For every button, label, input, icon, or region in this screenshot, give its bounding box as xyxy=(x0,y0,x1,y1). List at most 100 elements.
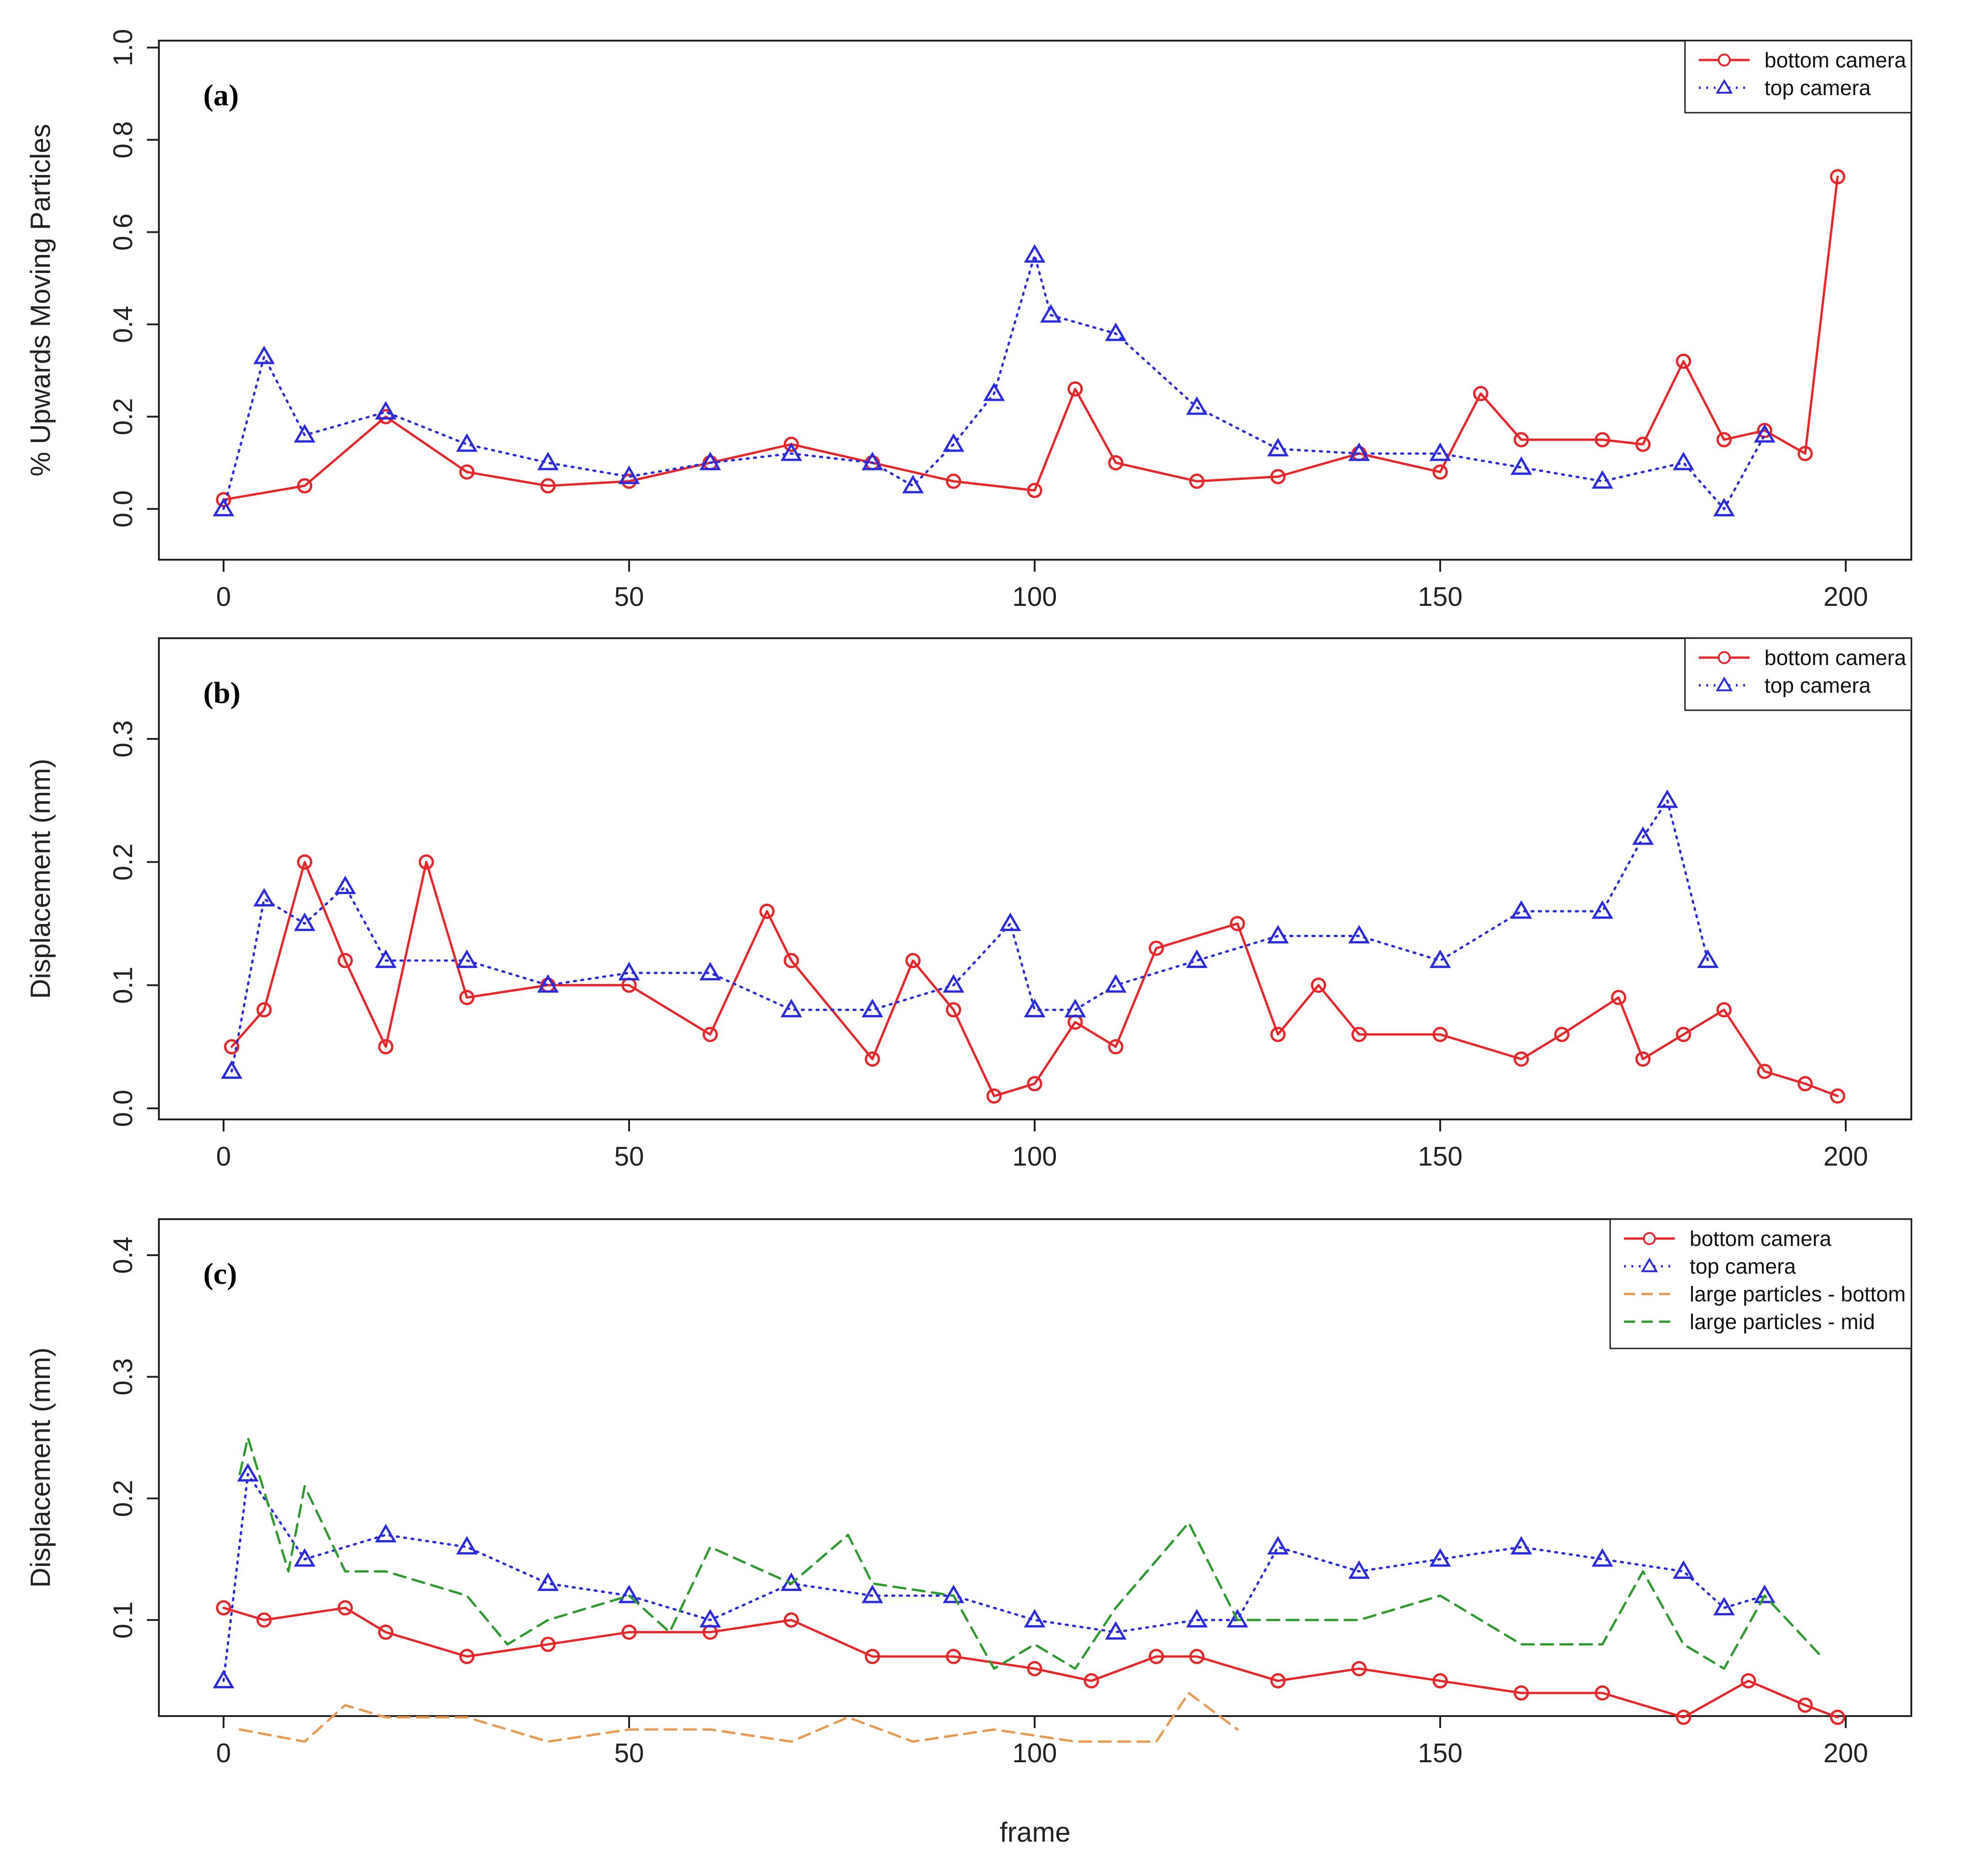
data-point xyxy=(1716,432,1732,447)
y-tick-label: 0.6 xyxy=(108,213,138,251)
data-point xyxy=(1594,1685,1610,1701)
x-tick-label: 0 xyxy=(216,1738,231,1768)
data-point xyxy=(1311,977,1327,993)
y-tick-label: 0.3 xyxy=(108,1358,138,1396)
data-point xyxy=(375,1523,397,1542)
legend-box xyxy=(1684,637,1912,711)
data-point xyxy=(946,473,961,489)
data-point xyxy=(537,974,559,993)
data-point xyxy=(943,974,964,993)
data-point xyxy=(1591,470,1613,489)
data-point xyxy=(1024,1609,1046,1628)
data-point xyxy=(297,478,313,494)
series-line xyxy=(238,1436,1823,1670)
data-point xyxy=(1673,1560,1695,1579)
data-point xyxy=(861,452,884,471)
data-point xyxy=(297,854,313,870)
panel-b: 0 50 100 150 200 0.0 0.1 0.2 0.3 Displacement (mm… xyxy=(25,637,1912,1172)
data-point xyxy=(337,953,353,968)
data-point xyxy=(540,1637,556,1652)
data-point xyxy=(456,949,478,968)
data-point xyxy=(540,478,556,494)
data-point xyxy=(1429,1548,1451,1567)
data-point xyxy=(1754,424,1776,443)
legend-marker xyxy=(1641,1257,1658,1272)
legend-label: bottom camera xyxy=(1764,48,1906,72)
legend: bottom camera top camera large particles -… xyxy=(1609,1218,1912,1349)
data-point xyxy=(780,998,802,1017)
data-point xyxy=(1105,1621,1127,1640)
data-point xyxy=(1554,1027,1570,1042)
data-point xyxy=(759,903,775,919)
data-point xyxy=(1510,456,1532,475)
data-point xyxy=(1757,1064,1772,1079)
legend-label: top camera xyxy=(1764,76,1871,100)
data-point xyxy=(783,1612,799,1628)
data-point xyxy=(1186,1609,1208,1628)
data-point xyxy=(294,1548,315,1567)
legend: bottom camera top camera xyxy=(1684,637,1912,711)
data-point xyxy=(1186,949,1208,968)
y-tick-label: 0.4 xyxy=(108,1237,138,1274)
data-point xyxy=(1148,1649,1164,1664)
data-point xyxy=(1676,1027,1691,1042)
y-axis-title: % Upwards Moving Particles xyxy=(25,124,56,477)
data-point xyxy=(703,1027,718,1042)
data-point xyxy=(1713,1596,1735,1615)
data-point xyxy=(224,1039,240,1055)
data-point xyxy=(294,913,315,931)
legend-label: top camera xyxy=(1764,673,1871,697)
data-point xyxy=(1186,396,1208,415)
data-point xyxy=(1676,1710,1691,1725)
series-bottom-camera xyxy=(224,854,1845,1104)
y-tick-label: 0.4 xyxy=(108,306,138,343)
x-tick-label: 0 xyxy=(216,1142,231,1172)
data-point xyxy=(1064,998,1086,1017)
y-tick-label: 0.8 xyxy=(108,121,138,158)
data-point xyxy=(1713,498,1735,517)
data-point xyxy=(459,1649,475,1664)
data-point xyxy=(1027,483,1042,498)
legend-label: top camera xyxy=(1690,1254,1796,1278)
panel-label: (c) xyxy=(203,1257,237,1291)
data-point xyxy=(946,1649,961,1664)
data-point xyxy=(1510,1536,1532,1555)
data-point xyxy=(1514,1685,1529,1701)
series-line xyxy=(230,799,1709,1073)
data-point xyxy=(861,998,884,1017)
series-top-camera xyxy=(221,789,1719,1079)
x-tick-label: 100 xyxy=(1012,1738,1057,1768)
legend-marker xyxy=(1715,79,1733,94)
data-point xyxy=(618,961,640,980)
data-point xyxy=(699,1609,721,1628)
data-point xyxy=(212,498,235,517)
x-tick-label: 150 xyxy=(1418,1142,1463,1172)
data-point xyxy=(865,1649,880,1664)
data-point xyxy=(621,1624,637,1640)
data-point xyxy=(537,1572,559,1591)
data-point xyxy=(1830,1710,1845,1725)
x-tick-label: 200 xyxy=(1824,1738,1868,1768)
panel-label: (b) xyxy=(203,676,241,710)
series-line xyxy=(222,175,1839,501)
legend-marker xyxy=(1715,677,1733,691)
y-tick-label: 0.0 xyxy=(108,1090,138,1127)
data-point xyxy=(1024,244,1046,263)
x-tick-label: 100 xyxy=(1012,1142,1057,1172)
data-point xyxy=(1635,1051,1651,1067)
data-point xyxy=(1754,1584,1776,1603)
data-point xyxy=(699,452,721,471)
data-point xyxy=(1514,432,1529,447)
series-bottom-camera xyxy=(216,169,1845,508)
series-large-particles-mid xyxy=(238,1436,1823,1670)
x-tick-label: 200 xyxy=(1824,1142,1868,1172)
panel-label: (a) xyxy=(203,79,239,112)
data-point xyxy=(459,990,475,1005)
data-point xyxy=(1432,1673,1448,1689)
data-point xyxy=(216,1600,231,1616)
y-tick-label: 0.0 xyxy=(108,490,138,528)
data-point xyxy=(1632,826,1654,845)
data-point xyxy=(905,953,921,968)
x-tick-label: 50 xyxy=(614,1738,644,1768)
legend-label: bottom camera xyxy=(1690,1227,1831,1251)
